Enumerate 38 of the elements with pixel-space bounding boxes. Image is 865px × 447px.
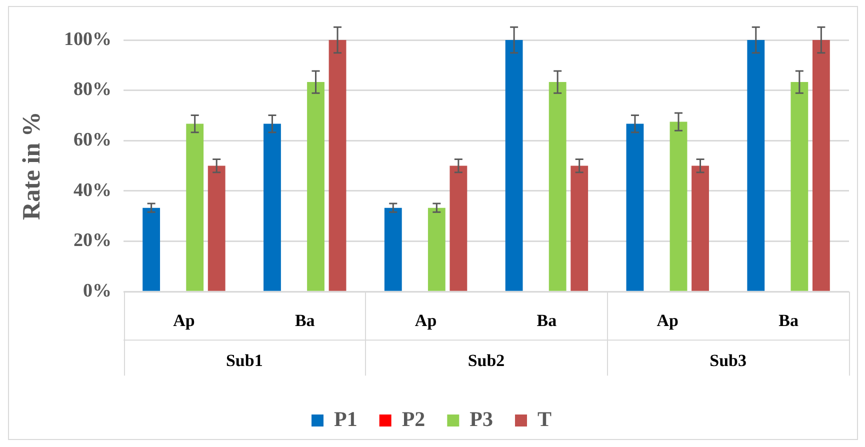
y-tick-label: 20% <box>74 230 112 252</box>
legend-label: T <box>537 406 552 431</box>
bar <box>186 124 204 291</box>
bar <box>812 40 830 291</box>
bar <box>626 124 644 291</box>
bar <box>670 122 688 291</box>
y-axis-title: Rate in % <box>18 112 46 220</box>
bar <box>208 166 226 291</box>
bar <box>570 166 588 291</box>
legend-label: P2 <box>402 406 426 431</box>
bar <box>307 82 324 291</box>
bar <box>428 208 446 291</box>
legend-label: P1 <box>334 406 358 431</box>
y-tick-label: 40% <box>74 180 112 201</box>
bar <box>328 40 346 291</box>
legend-label: P3 <box>470 406 493 431</box>
x-tick-label: Ap <box>414 311 437 330</box>
bar <box>790 82 808 291</box>
x-tick-label: Ba <box>294 311 316 330</box>
text: Sub1 <box>226 350 263 370</box>
bar <box>384 208 402 291</box>
bar <box>548 82 566 291</box>
x-tick-label: Ba <box>778 311 799 330</box>
text: Sub3 <box>710 350 747 370</box>
bar <box>747 40 765 291</box>
bar <box>692 166 709 291</box>
text: Sub2 <box>468 350 505 370</box>
bar <box>505 40 523 291</box>
x-tick-label: Ba <box>536 311 558 330</box>
y-tick-label: 80% <box>74 79 112 100</box>
x-tick-label: Ap <box>173 311 195 330</box>
bar <box>264 124 281 291</box>
y-tick-label: 0% <box>83 280 112 302</box>
y-tick-label: 100% <box>64 28 112 50</box>
x-tick-label: Ap <box>656 311 678 330</box>
bar <box>142 208 160 291</box>
y-tick-label: 60% <box>74 130 112 151</box>
bar <box>450 166 468 291</box>
